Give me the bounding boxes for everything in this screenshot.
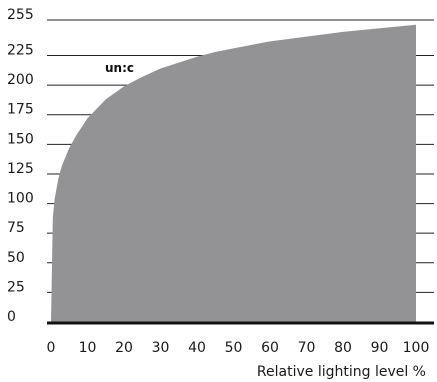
area-series (51, 24, 416, 323)
y-tick-label-150: 150 (7, 131, 34, 147)
area-layer (51, 24, 416, 323)
x-tick-labels: 0 10 20 30 40 50 60 70 80 90 100 (47, 340, 430, 356)
y-tick-label-200: 200 (7, 72, 34, 88)
y-tick-label-175: 175 (7, 102, 34, 118)
y-tick-label-75: 75 (7, 220, 25, 236)
x-tick-label-10: 10 (79, 340, 97, 356)
x-tick-label-90: 90 (371, 340, 389, 356)
y-tick-label-225: 225 (7, 43, 34, 59)
curve-annotation: un:c (105, 61, 134, 75)
x-tick-label-100: 100 (403, 340, 430, 356)
x-axis-label: Relative lighting level % (257, 364, 426, 380)
y-tick-label-25: 25 (7, 279, 25, 295)
x-tick-label-20: 20 (115, 340, 133, 356)
x-tick-label-70: 70 (298, 340, 316, 356)
y-tick-label-255: 255 (7, 7, 34, 23)
x-tick-label-30: 30 (152, 340, 170, 356)
y-tick-label-125: 125 (7, 161, 34, 177)
y-tick-labels: 0 25 50 75 100 125 150 175 200 225 255 (7, 7, 34, 325)
y-tick-label-100: 100 (7, 191, 34, 207)
x-tick-label-50: 50 (225, 340, 243, 356)
x-tick-label-0: 0 (47, 340, 56, 356)
x-tick-label-80: 80 (334, 340, 352, 356)
y-tick-label-0: 0 (7, 309, 16, 325)
y-tick-label-50: 50 (7, 250, 25, 266)
x-tick-label-60: 60 (261, 340, 279, 356)
x-tick-label-40: 40 (188, 340, 206, 356)
